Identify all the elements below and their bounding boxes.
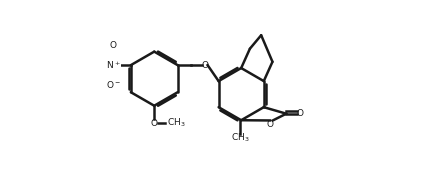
Text: CH$_3$: CH$_3$	[167, 117, 185, 129]
Text: N$^+$: N$^+$	[106, 59, 121, 71]
Text: O: O	[297, 109, 304, 118]
Text: O$^-$: O$^-$	[106, 79, 121, 90]
Text: O: O	[266, 120, 273, 129]
Text: CH$_3$: CH$_3$	[231, 131, 249, 144]
Text: O: O	[201, 61, 208, 70]
Text: O: O	[110, 41, 117, 50]
Text: O: O	[151, 119, 158, 128]
